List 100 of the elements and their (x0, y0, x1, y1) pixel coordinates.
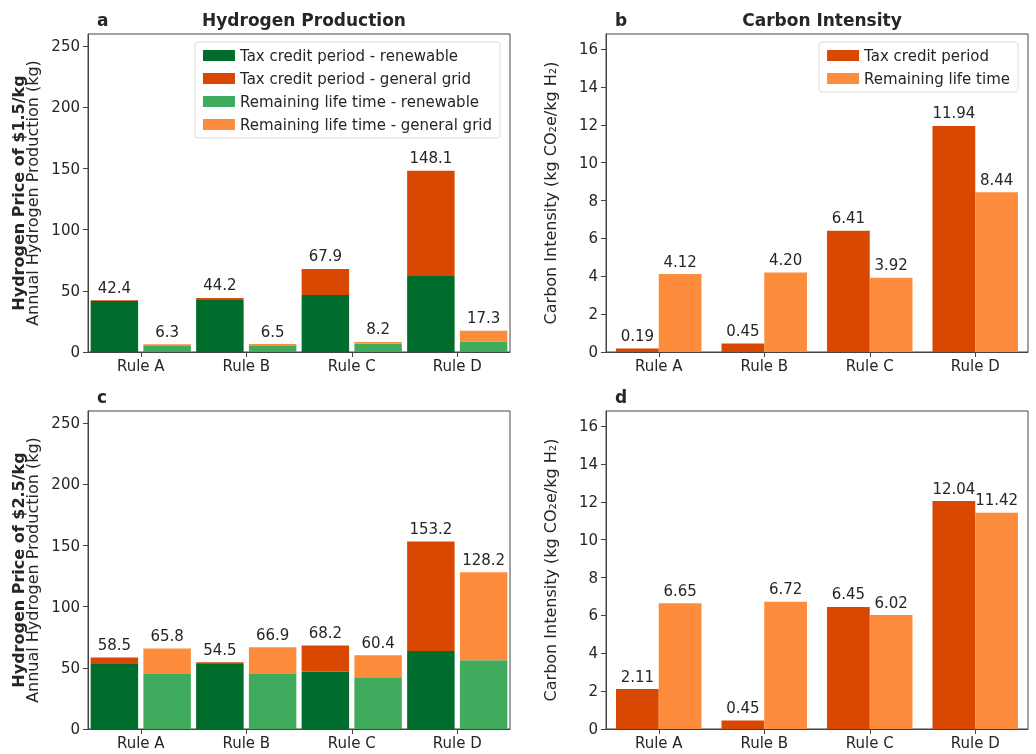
data-label: 6.02 (874, 593, 908, 612)
bar (616, 348, 659, 352)
bar (143, 648, 191, 675)
x-tick-label: Rule B (222, 356, 271, 375)
total-label: 58.5 (97, 635, 132, 654)
legend-label: Remaining life time - renewable (239, 92, 480, 111)
bar (301, 645, 350, 672)
y-tick-label: 50 (60, 281, 80, 300)
bar (90, 663, 139, 729)
total-label: 8.2 (366, 320, 391, 339)
total-label: 17.3 (466, 309, 501, 328)
legend-label: Remaining life time (864, 69, 1010, 88)
x-tick-label: Rule B (740, 733, 789, 752)
y-tick-label: 100 (51, 220, 80, 239)
bar (407, 651, 455, 729)
data-label: 6.65 (663, 581, 697, 600)
data-label: 12.04 (932, 479, 976, 498)
bar (975, 192, 1018, 352)
x-tick-label: Rule A (634, 356, 684, 375)
total-label: 6.5 (260, 322, 285, 341)
bar (827, 606, 870, 729)
bar (932, 125, 976, 352)
bar (301, 671, 350, 729)
data-label: 6.72 (768, 580, 803, 599)
bar (90, 657, 139, 664)
bar (407, 170, 455, 277)
bar (459, 341, 508, 352)
bar (301, 295, 350, 352)
total-label: 44.2 (203, 276, 237, 295)
y-tick-label: 10 (578, 153, 598, 172)
y-tick-label: 6 (588, 606, 598, 625)
total-label: 128.2 (462, 550, 506, 569)
y-tick-label: 14 (578, 78, 598, 96)
total-label: 6.3 (155, 322, 180, 341)
chart-subtitle: a (97, 9, 109, 30)
legend-label: Tax credit period (863, 46, 990, 65)
bar (248, 674, 297, 729)
y-tick-label: 50 (60, 658, 80, 677)
legend-label: Remaining life time - general grid (239, 115, 492, 134)
y-axis-title: Carbon Intensity (kg CO₂e/kg H₂) (540, 61, 560, 325)
bar (90, 301, 139, 352)
y-tick-label: 0 (70, 343, 80, 361)
total-label: 68.2 (308, 624, 343, 643)
y-tick-label: 250 (51, 414, 80, 433)
x-tick-label: Rule C (845, 733, 894, 752)
bar (459, 330, 508, 342)
y-tick-label: 150 (51, 536, 80, 555)
y-tick-label: 250 (51, 37, 80, 56)
chart-title: Hydrogen Production (202, 9, 406, 30)
y-tick-label: 0 (588, 343, 598, 361)
data-label: 4.20 (768, 251, 803, 269)
total-label: 67.9 (308, 247, 343, 266)
x-tick-label: Rule C (845, 356, 894, 375)
y-tick-label: 2 (588, 305, 598, 324)
x-tick-label: Rule A (116, 733, 166, 752)
chart-title: Carbon Intensity (742, 9, 902, 30)
y-tick-label: 16 (578, 417, 598, 436)
data-label: 6.45 (831, 585, 866, 604)
x-tick-label: Rule C (327, 733, 376, 752)
bar (658, 274, 702, 352)
y-tick-label: 14 (578, 455, 598, 473)
bar (975, 512, 1018, 729)
bar (407, 276, 455, 352)
y-tick-label: 16 (578, 40, 598, 59)
bar (721, 343, 765, 352)
y-tick-label: 8 (588, 191, 598, 210)
bar (354, 343, 402, 352)
total-label: 66.9 (255, 625, 290, 644)
y-tick-label: 0 (588, 720, 598, 738)
x-tick-label: Rule D (950, 733, 1000, 752)
data-label: 0.45 (726, 698, 760, 717)
x-tick-label: Rule A (116, 356, 166, 375)
bar (658, 603, 702, 729)
legend-label: Tax credit period - general grid (238, 69, 472, 88)
x-tick-label: Rule C (327, 356, 376, 375)
y-tick-label: 12 (578, 492, 598, 511)
bar (616, 689, 659, 729)
data-label: 0.19 (620, 326, 655, 345)
data-label: 2.11 (620, 667, 655, 686)
bar (827, 230, 870, 352)
data-label: 3.92 (874, 256, 908, 275)
bar (196, 299, 244, 352)
y-tick-label: 200 (51, 98, 80, 117)
y-tick-label: 150 (51, 159, 80, 178)
y-tick-label: 100 (51, 597, 80, 616)
x-tick-label: Rule D (432, 733, 482, 752)
bar (248, 345, 297, 352)
x-tick-label: Rule A (634, 733, 684, 752)
y-tick-label: 6 (588, 229, 598, 248)
y-tick-label: 4 (588, 267, 598, 286)
y-axis-title: Carbon Intensity (kg CO₂e/kg H₂) (540, 438, 560, 702)
bar (248, 647, 297, 675)
bar (459, 660, 508, 729)
x-tick-label: Rule B (740, 356, 789, 375)
y-tick-label: 8 (588, 568, 598, 587)
total-label: 65.8 (150, 627, 184, 646)
y-tick-label: 10 (578, 530, 598, 549)
data-label: 8.44 (979, 170, 1014, 189)
legend-label: Tax credit period - renewable (238, 46, 459, 65)
data-label: 0.45 (726, 321, 760, 340)
